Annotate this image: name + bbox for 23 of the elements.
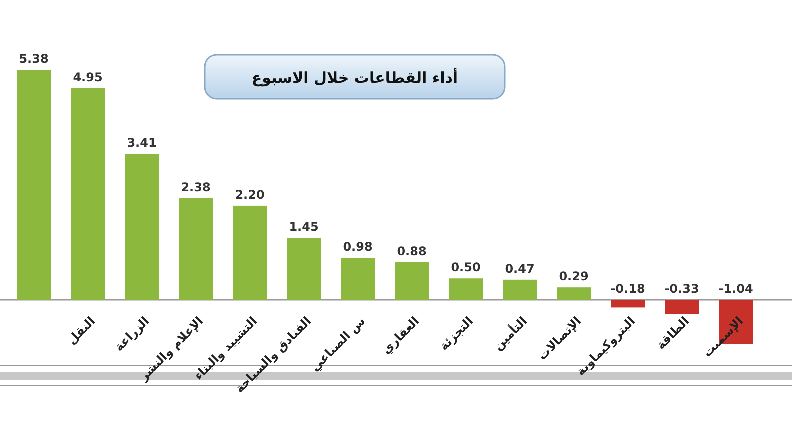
data-label: 3.41 <box>127 136 157 150</box>
x-tick-label: التجزئة <box>436 314 476 354</box>
data-label: 0.50 <box>451 260 481 275</box>
x-tick-label: الزراعة <box>112 314 152 354</box>
data-label: 0.47 <box>505 262 535 276</box>
x-tick-label: الإسمنت <box>700 314 746 360</box>
data-label: 4.95 <box>73 70 103 84</box>
data-label: 2.20 <box>235 188 265 202</box>
x-tick-label: العقاري <box>379 314 422 357</box>
data-label: 0.29 <box>559 270 589 284</box>
data-label: 1.45 <box>289 220 319 234</box>
data-label: 0.98 <box>343 240 373 254</box>
x-tick-label: الطاقة <box>654 314 692 352</box>
data-label: -0.18 <box>610 282 646 296</box>
data-label: -1.04 <box>718 282 754 296</box>
data-label: -0.33 <box>664 282 700 296</box>
data-label: 5.38 <box>19 52 49 66</box>
data-label: 2.38 <box>181 180 211 194</box>
x-tick-label: النقل <box>64 314 98 348</box>
chart-title: أداء القطاعات خلال الاسبوع <box>252 68 458 87</box>
x-tick-label: التأمين <box>490 314 530 354</box>
data-label: 0.88 <box>397 244 427 258</box>
x-tick-label: الإتصالات <box>535 314 584 363</box>
